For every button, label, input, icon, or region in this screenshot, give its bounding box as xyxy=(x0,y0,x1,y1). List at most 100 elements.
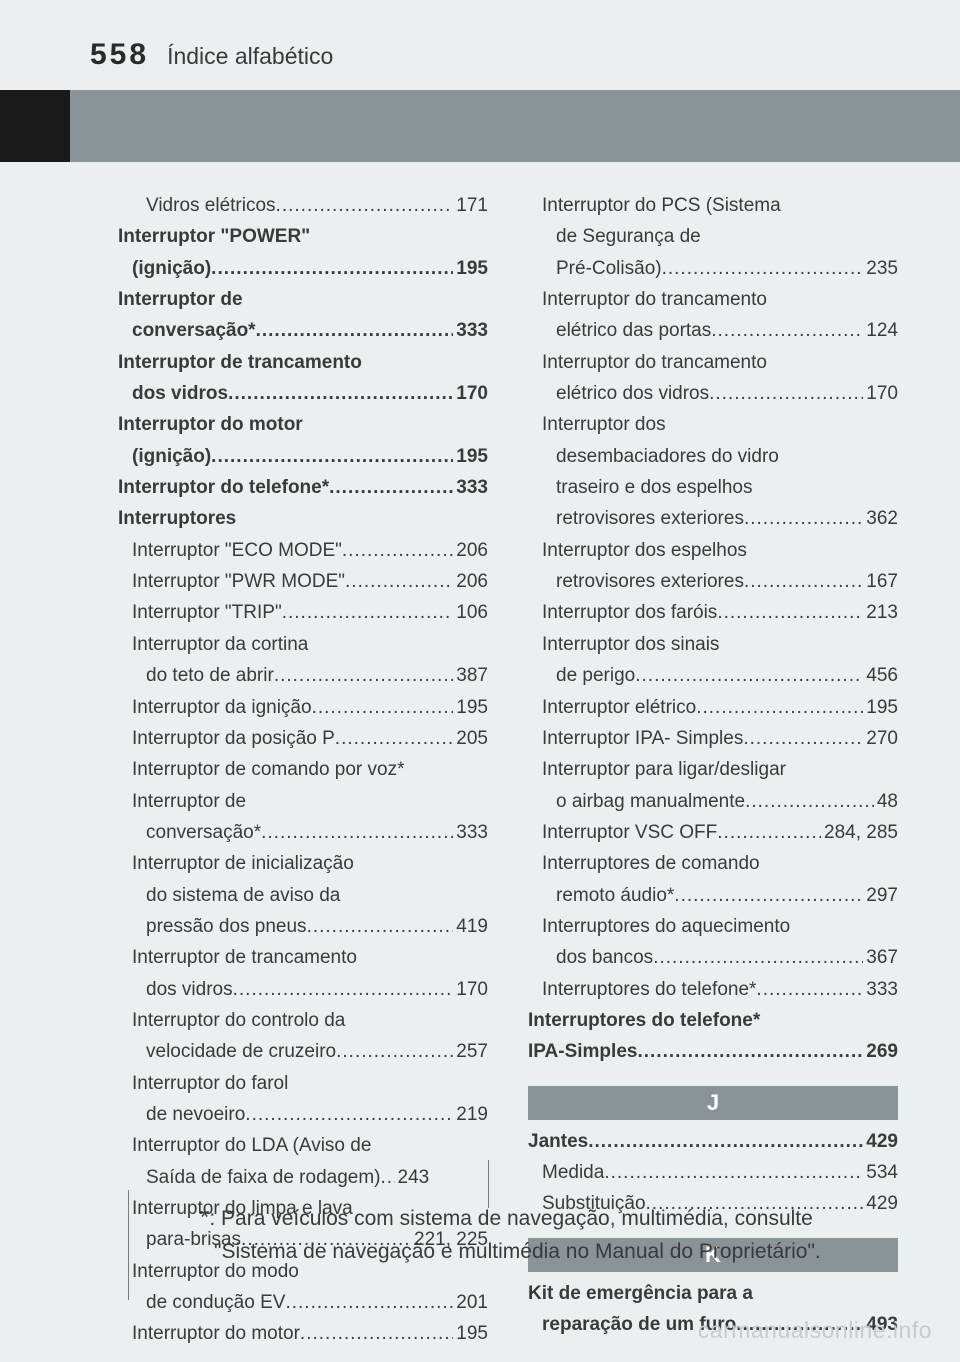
index-line: desembaciadores do vidro xyxy=(528,441,898,472)
leader-dots xyxy=(345,566,453,597)
entry-label: retrovisores exteriores xyxy=(556,503,744,534)
entry-label: (ignição) xyxy=(132,253,211,284)
index-entry: Interruptor da ignição 195 xyxy=(118,692,488,723)
footnote-marker: * xyxy=(200,1204,209,1231)
entry-page: 170 xyxy=(453,974,488,1005)
index-entry: Interruptor do telefone* 333 xyxy=(118,472,488,503)
entry-label: Interruptores do telefone* xyxy=(542,974,756,1005)
entry-label: de perigo xyxy=(556,660,635,691)
leader-dots xyxy=(745,786,874,817)
index-entry: Pré-Colisão) 235 xyxy=(528,253,898,284)
leader-dots xyxy=(717,597,863,628)
index-entry: Interruptores do telefone*333 xyxy=(528,974,898,1005)
index-line: de Segurança de xyxy=(528,221,898,252)
entry-label: Interruptor do telefone* xyxy=(118,472,329,503)
leader-dots xyxy=(717,817,821,848)
entry-label: Interruptor IPA- Simples xyxy=(542,723,743,754)
leader-dots xyxy=(696,692,863,723)
entry-page: 195 xyxy=(453,692,488,723)
index-entry: dos bancos 367 xyxy=(528,942,898,973)
leader-dots xyxy=(336,1036,453,1067)
entry-page: 362 xyxy=(863,503,898,534)
index-entry: Interruptor da posição P205 xyxy=(118,723,488,754)
entry-label: o airbag manualmente xyxy=(556,786,745,817)
entry-page: 205 xyxy=(453,723,488,754)
entry-label: conversação* xyxy=(146,817,261,848)
entry-page: 419 xyxy=(453,911,488,942)
index-entry: Medida 534 xyxy=(528,1157,898,1188)
leader-dots xyxy=(635,660,863,691)
index-entry: Interruptor do motor195 xyxy=(118,1318,488,1349)
index-line: Interruptor do motor xyxy=(118,409,488,440)
index-entry: Interruptor VSC OFF 284, 285 xyxy=(528,817,898,848)
leader-dots xyxy=(233,974,454,1005)
leader-dots xyxy=(276,190,454,221)
leader-dots xyxy=(711,315,863,346)
leader-dots xyxy=(342,535,453,566)
leader-dots xyxy=(744,566,863,597)
index-line: Interruptor dos sinais xyxy=(528,629,898,660)
index-entry: velocidade de cruzeiro 257 xyxy=(118,1036,488,1067)
index-line: Interruptor do trancamento xyxy=(528,347,898,378)
leader-dots xyxy=(211,253,453,284)
leader-dots xyxy=(282,597,454,628)
page-number: 558 xyxy=(90,38,149,72)
footnote: *: Para veículos com sistema de navegaçã… xyxy=(200,1200,900,1268)
leader-dots xyxy=(256,315,454,346)
page-header: 558 Índice alfabético xyxy=(90,38,333,72)
leader-dots xyxy=(604,1157,863,1188)
letter-divider-j: J xyxy=(528,1086,898,1120)
index-entry: retrovisores exteriores 167 xyxy=(528,566,898,597)
index-entry: Jantes 429 xyxy=(528,1126,898,1157)
index-entry: elétrico das portas124 xyxy=(528,315,898,346)
entry-label: do teto de abrir xyxy=(146,660,274,691)
rule-line-left xyxy=(128,1190,129,1300)
entry-label: elétrico das portas xyxy=(556,315,711,346)
entry-page: 106 xyxy=(453,597,488,628)
entry-label: Interruptor "TRIP" xyxy=(132,597,282,628)
leader-dots xyxy=(261,817,453,848)
entry-label: remoto áudio* xyxy=(556,880,674,911)
entry-page: 213 xyxy=(863,597,898,628)
footnote-text: : Para veículos com sistema de navegação… xyxy=(209,1207,820,1263)
entry-page: 333 xyxy=(453,817,488,848)
leader-dots xyxy=(300,1318,453,1349)
index-entry: dos vidros 170 xyxy=(118,378,488,409)
leader-dots xyxy=(743,723,863,754)
entry-page: 257 xyxy=(453,1036,488,1067)
entry-label: Interruptor do motor xyxy=(132,1318,300,1349)
entry-page: 333 xyxy=(453,472,488,503)
entry-label: dos vidros xyxy=(146,974,233,1005)
entry-label: (ignição) xyxy=(132,441,211,472)
index-line: Interruptor de xyxy=(118,786,488,817)
index-line: Interruptor de trancamento xyxy=(118,347,488,378)
entry-page: 387 xyxy=(453,660,488,691)
entry-page: 297 xyxy=(863,880,898,911)
index-entry: elétrico dos vidros 170 xyxy=(528,378,898,409)
entry-page: 195 xyxy=(863,692,898,723)
index-entry: de condução EV 201 xyxy=(118,1287,488,1318)
entry-label: IPA-Simples xyxy=(528,1036,637,1067)
entry-label: Jantes xyxy=(528,1126,588,1157)
page: 558 Índice alfabético Vidros elétricos 17… xyxy=(0,0,960,1362)
index-entry: Saída de faixa de rodagem)243 xyxy=(118,1162,488,1193)
entry-page: 235 xyxy=(863,253,898,284)
entry-label: dos vidros xyxy=(132,378,228,409)
index-line: Interruptor do trancamento xyxy=(528,284,898,315)
index-line: Interruptor de comando por voz* xyxy=(118,754,488,785)
entry-page: 243 xyxy=(395,1162,430,1193)
index-entry: Interruptor "ECO MODE"206 xyxy=(118,535,488,566)
entry-page: 333 xyxy=(453,315,488,346)
entry-label: Interruptor elétrico xyxy=(542,692,696,723)
index-line: Interruptor do farol xyxy=(118,1068,488,1099)
index-entry: retrovisores exteriores 362 xyxy=(528,503,898,534)
entry-label: elétrico dos vidros xyxy=(556,378,709,409)
leader-dots xyxy=(674,880,863,911)
entry-label: velocidade de cruzeiro xyxy=(146,1036,336,1067)
index-entry: (ignição)195 xyxy=(118,441,488,472)
index-entry: pressão dos pneus419 xyxy=(118,911,488,942)
entry-label: Vidros elétricos xyxy=(146,190,276,221)
leader-dots xyxy=(228,378,453,409)
index-line: Interruptores do aquecimento xyxy=(528,911,898,942)
entry-page: 269 xyxy=(863,1036,898,1067)
